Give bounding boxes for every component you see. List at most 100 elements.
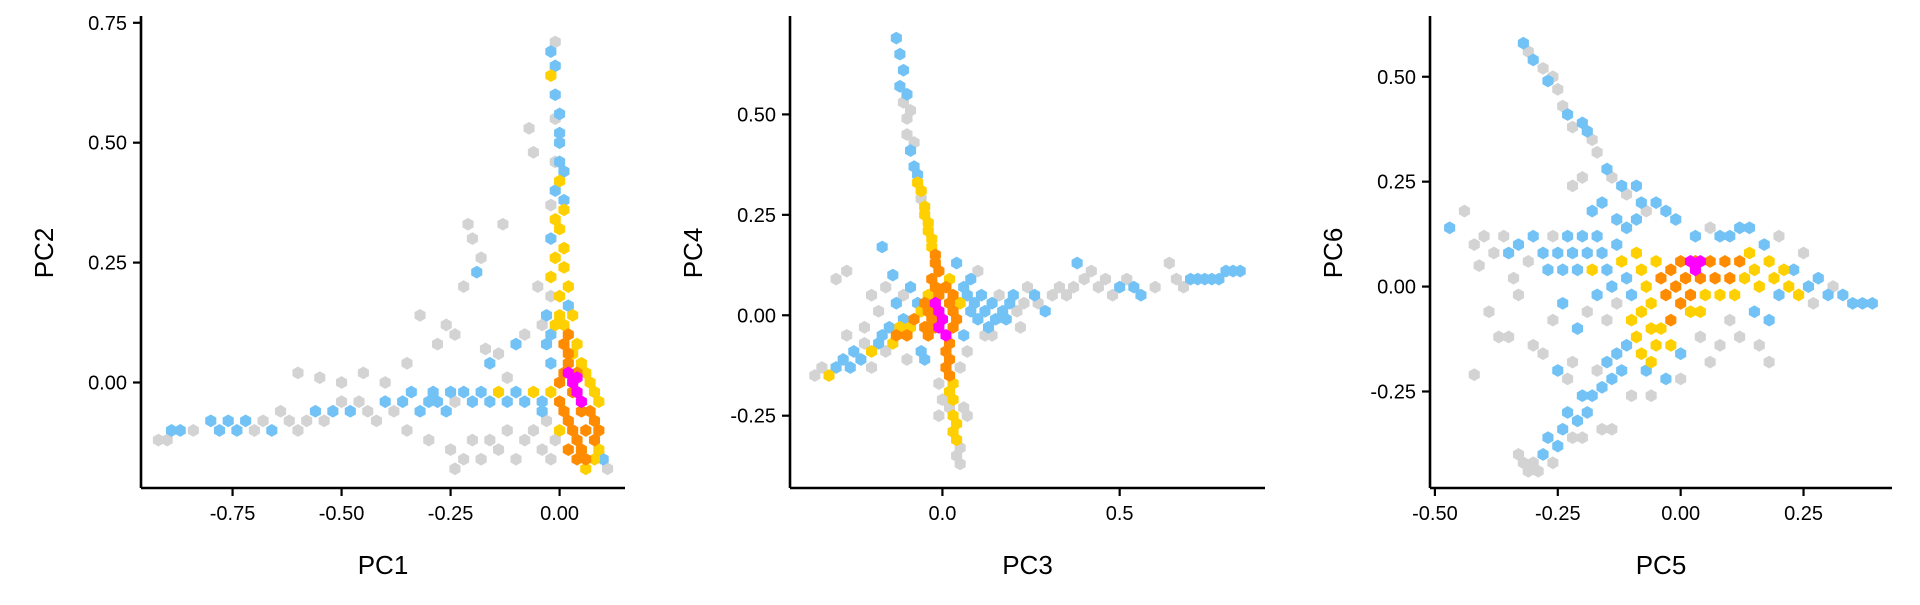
hexbin-cell	[1234, 264, 1246, 278]
hexbin-cell	[904, 103, 917, 117]
hexbin-cell	[901, 87, 913, 101]
hexbin-cell	[1591, 229, 1603, 243]
hexbin-cell	[1812, 271, 1824, 285]
hexbin-cell	[1645, 389, 1657, 403]
hexbin-cell	[1616, 364, 1628, 377]
hexbin-cell	[986, 296, 998, 310]
hexbin-cell	[1866, 296, 1878, 310]
hexbin-cell	[1078, 272, 1090, 286]
hexbin-cell	[540, 308, 553, 322]
hexbin-cell	[1625, 389, 1638, 403]
hexbin-cell	[571, 371, 583, 385]
hexbin-cell	[1680, 271, 1692, 285]
hexbin-cell	[1085, 264, 1097, 278]
hexbin-cell	[1724, 313, 1736, 327]
hexbin-cell	[830, 361, 842, 374]
x-axis-title: PC5	[1636, 550, 1687, 580]
hexbin-cell	[1586, 204, 1598, 218]
hexbin-cell	[540, 414, 553, 428]
hexbin-cell	[1571, 263, 1583, 277]
hexbin-cell	[1670, 213, 1682, 226]
hexbin-cell	[510, 337, 522, 351]
hexbin-cell	[554, 424, 566, 437]
hexbin-cell	[972, 312, 984, 326]
y-axis-title: PC6	[1318, 228, 1348, 279]
hexbin-cell	[1581, 305, 1593, 319]
hexbin-cell	[567, 424, 579, 437]
hexbin-cell	[545, 270, 557, 284]
hexbin-cell	[1763, 254, 1775, 268]
hexbin-cell	[536, 404, 548, 418]
hexbin-cell	[1630, 246, 1642, 260]
hexbin-cell	[1099, 272, 1112, 286]
x-axis-title: PC3	[1002, 550, 1053, 580]
hexbin-cell	[1640, 204, 1652, 218]
hexbin-cell	[1135, 288, 1147, 302]
hexbin-cell	[1478, 229, 1490, 243]
hexbin-cell	[1753, 280, 1765, 293]
hexbin-cell	[1517, 456, 1529, 470]
hexbin-cell	[954, 457, 966, 471]
hexbin-cell	[1581, 246, 1593, 260]
hexbin-cell	[562, 414, 574, 428]
hexbin-cell	[1743, 221, 1756, 235]
hexbin-cell	[1601, 263, 1613, 277]
hexbin-cell	[1498, 229, 1510, 243]
hexbin-cell	[865, 345, 878, 358]
hexbin-cell	[545, 356, 557, 370]
hexbin-cell	[1640, 364, 1652, 377]
panel-pc5-pc6: -0.50 -0.25 0.00 0.25 -0.25 0.00 0.25 0.50 PC5 PC…	[1318, 16, 1892, 580]
x-axis-title: PC1	[358, 550, 409, 580]
hexbin-cell	[943, 369, 956, 382]
hexbin-cell	[1793, 288, 1805, 302]
hexbin-cell	[1616, 179, 1628, 193]
hexbin-cell	[1625, 288, 1638, 302]
hexbin-cell	[1060, 288, 1073, 302]
hexbin-cell	[1635, 263, 1647, 277]
hexbin-cell	[1802, 280, 1814, 293]
hexbin-cell	[1689, 263, 1701, 277]
hexbin-cell	[1586, 133, 1598, 147]
hexbin-cell	[519, 433, 531, 447]
hexbin-cell	[951, 433, 963, 447]
hexbin-cell	[519, 395, 531, 409]
hexbin-cell	[1601, 162, 1613, 176]
hexbin-marks	[809, 31, 1246, 471]
hexbin-cell	[1000, 312, 1012, 326]
hexbin-cell	[584, 376, 596, 389]
hexbin-cell	[1068, 280, 1080, 294]
hexbin-cell	[479, 342, 492, 356]
hexbin-cell	[1768, 271, 1780, 285]
hexbin-cell	[887, 268, 899, 282]
hexbin-cell	[1552, 246, 1564, 260]
hexbin-cell	[940, 328, 952, 342]
hexbin-marks	[152, 35, 614, 476]
hexbin-cell	[897, 288, 909, 302]
hexbin-cell	[401, 424, 413, 437]
hexbin-cell	[1527, 338, 1539, 352]
hexbin-cell	[1704, 355, 1716, 369]
hexbin-cell	[449, 328, 461, 341]
hexbin-cell	[414, 308, 426, 322]
hexbin-cell	[1527, 229, 1539, 243]
hexbin-cell	[1571, 414, 1583, 428]
hexbin-cell	[353, 395, 365, 409]
hexbin-cell	[580, 462, 592, 476]
hexbin-cell	[1601, 355, 1613, 369]
hexbin-cell	[990, 312, 1002, 326]
hexbin-cell	[562, 347, 574, 361]
x-tick-label: 0.0	[929, 503, 957, 525]
hexbin-cell	[554, 136, 566, 150]
hexbin-cell	[979, 304, 991, 318]
hexbin-cell	[493, 347, 505, 361]
hexbin-cell	[484, 356, 496, 370]
hexbin-cell	[908, 312, 920, 326]
hexbin-cell	[205, 414, 217, 428]
hexbin-cell	[458, 385, 470, 399]
hexbin-cell	[1694, 254, 1706, 268]
hexbin-cell	[901, 328, 913, 342]
hexbin-cell	[475, 385, 487, 399]
hexbin-cell	[493, 443, 505, 457]
panel-pc1-pc2: -0.75 -0.50 -0.25 0.00 0.00 0.25 0.50 0.75 PC1 PC…	[29, 13, 625, 580]
hexbin-cell	[926, 232, 938, 246]
